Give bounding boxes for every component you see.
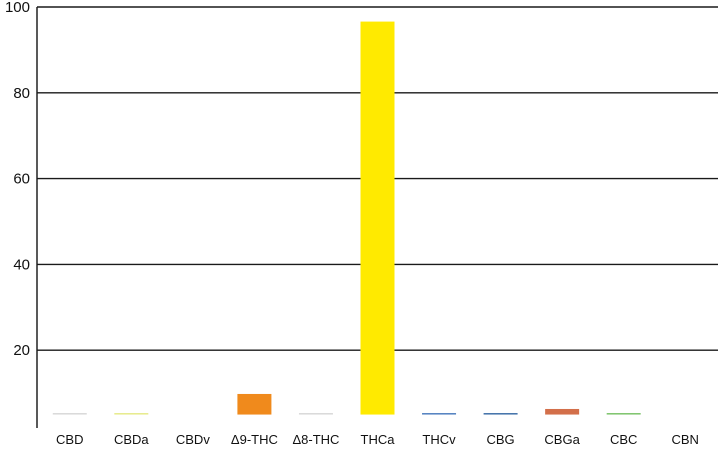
- x-tick-label: CBDv: [176, 432, 210, 447]
- y-tick-label: 20: [13, 342, 30, 359]
- x-tick-label: CBDa: [114, 432, 149, 447]
- y-tick-label: 60: [13, 171, 30, 188]
- x-tick-label: CBN: [672, 432, 699, 447]
- y-axis-ticks: 20 40 60 80 100: [5, 0, 30, 359]
- x-tick-label: Δ8-THC: [292, 432, 339, 447]
- y-tick-label: 80: [13, 85, 30, 102]
- bar-CBGa: [545, 408, 580, 415]
- bar-THCv: [422, 413, 457, 415]
- bar-Δ9-THC: [237, 393, 272, 415]
- x-tick-label: Δ9-THC: [231, 432, 278, 447]
- bar-layer: [52, 21, 641, 415]
- x-tick-label: CBG: [487, 432, 515, 447]
- bar-CBG: [483, 413, 518, 415]
- bar-THCa: [360, 21, 395, 415]
- x-tick-label: THCv: [422, 432, 456, 447]
- x-tick-label: CBGa: [544, 432, 580, 447]
- y-tick-label: 40: [13, 256, 30, 273]
- y-tick-label: 100: [5, 0, 30, 16]
- bar-CBC: [606, 413, 641, 415]
- x-tick-label: CBC: [610, 432, 637, 447]
- bar-CBD: [52, 413, 87, 415]
- x-tick-label: THCa: [361, 432, 396, 447]
- x-axis-ticks: CBD CBDa CBDv Δ9-THC Δ8-THC THCa THCv CBG CBGa CB…: [56, 432, 699, 447]
- bar-CBDa: [114, 413, 149, 415]
- x-tick-label: CBD: [56, 432, 83, 447]
- bar-Δ8-THC: [298, 413, 333, 415]
